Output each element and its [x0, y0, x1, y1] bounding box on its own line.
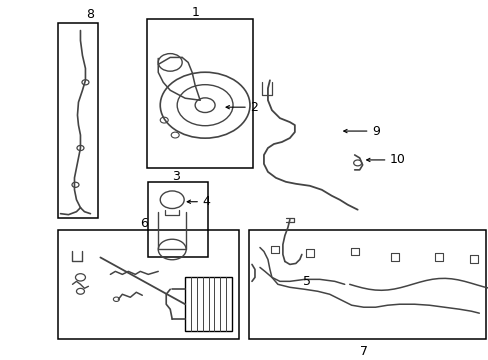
Text: 1: 1: [192, 6, 200, 19]
Text: 2: 2: [250, 101, 258, 114]
Bar: [148, 182, 208, 257]
Text: 10: 10: [389, 153, 405, 166]
Bar: [58, 230, 239, 339]
Text: 3: 3: [172, 170, 180, 183]
Bar: [147, 19, 252, 168]
Text: 5: 5: [302, 275, 310, 288]
Text: 4: 4: [202, 195, 210, 208]
Text: 9: 9: [371, 125, 379, 138]
Bar: [248, 230, 486, 339]
Bar: [58, 23, 98, 218]
Text: 7: 7: [359, 345, 367, 357]
Bar: [185, 277, 232, 331]
Text: 8: 8: [86, 8, 94, 21]
Text: 6: 6: [140, 217, 148, 230]
